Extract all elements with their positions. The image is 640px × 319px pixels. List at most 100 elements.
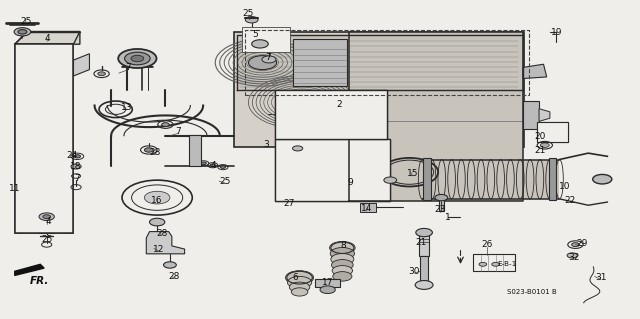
Circle shape (479, 263, 486, 266)
Circle shape (384, 177, 397, 183)
Text: 12: 12 (153, 245, 164, 254)
Text: 28: 28 (156, 229, 167, 238)
Text: 24: 24 (67, 151, 78, 160)
Bar (360, 203, 376, 212)
Text: 4: 4 (46, 217, 51, 226)
Bar (419, 235, 429, 256)
Text: 2: 2 (337, 100, 342, 109)
Text: 15: 15 (407, 169, 419, 178)
Text: 21: 21 (415, 238, 427, 247)
Text: 25: 25 (20, 17, 32, 26)
Circle shape (14, 28, 31, 36)
Circle shape (572, 243, 579, 247)
Circle shape (289, 282, 310, 292)
Polygon shape (523, 64, 547, 78)
Bar (275, 139, 390, 201)
Text: 8: 8 (340, 241, 346, 250)
Text: 30: 30 (409, 267, 420, 276)
Circle shape (145, 148, 154, 152)
Bar (537, 122, 568, 142)
Bar (189, 135, 200, 167)
Bar (473, 254, 515, 271)
Text: 21: 21 (534, 146, 546, 155)
Circle shape (164, 262, 176, 268)
Circle shape (248, 56, 276, 70)
Circle shape (330, 241, 355, 254)
Text: 9: 9 (348, 178, 353, 187)
Circle shape (333, 271, 352, 281)
Polygon shape (74, 54, 90, 76)
Polygon shape (349, 33, 523, 201)
Bar (275, 90, 387, 139)
Circle shape (332, 260, 353, 270)
Text: 25: 25 (41, 235, 52, 244)
Circle shape (201, 162, 206, 165)
Text: S023-B0101 B: S023-B0101 B (507, 289, 557, 295)
Circle shape (567, 253, 577, 258)
Circle shape (74, 155, 81, 158)
Bar (537, 122, 568, 142)
Circle shape (220, 166, 225, 168)
Bar (15, 44, 74, 233)
Circle shape (285, 271, 314, 285)
Circle shape (435, 195, 448, 201)
Circle shape (332, 266, 353, 276)
Text: 28: 28 (169, 272, 180, 281)
Bar (548, 158, 556, 200)
Circle shape (162, 123, 170, 126)
Circle shape (252, 40, 268, 48)
Bar (293, 39, 348, 86)
Text: 28: 28 (150, 148, 161, 157)
Text: 7: 7 (125, 63, 131, 72)
Circle shape (118, 49, 157, 68)
Text: 5: 5 (253, 30, 259, 39)
Text: 11: 11 (9, 184, 20, 193)
Circle shape (125, 52, 150, 65)
Bar (439, 199, 444, 211)
Circle shape (331, 254, 354, 265)
Circle shape (284, 93, 320, 111)
Circle shape (416, 228, 433, 237)
Text: 32: 32 (568, 253, 579, 262)
Circle shape (18, 30, 27, 34)
Bar (422, 160, 559, 199)
Text: 31: 31 (595, 273, 607, 282)
Text: 14: 14 (361, 204, 372, 213)
Circle shape (292, 146, 303, 151)
Polygon shape (237, 35, 518, 90)
Polygon shape (122, 64, 153, 67)
Bar (315, 279, 340, 287)
Bar (523, 101, 539, 129)
Text: E-B-1: E-B-1 (497, 261, 516, 267)
Text: 7: 7 (74, 174, 80, 183)
Text: 13: 13 (122, 103, 133, 112)
Circle shape (291, 288, 308, 296)
Circle shape (262, 56, 276, 63)
Polygon shape (15, 32, 80, 44)
Text: 20: 20 (534, 132, 546, 141)
Polygon shape (234, 33, 524, 147)
Text: 7: 7 (175, 127, 181, 136)
Text: 6: 6 (293, 272, 299, 281)
Circle shape (540, 143, 549, 147)
Circle shape (415, 280, 433, 289)
Text: 22: 22 (564, 196, 576, 205)
Text: 29: 29 (576, 239, 588, 248)
Circle shape (71, 164, 81, 169)
Circle shape (145, 191, 170, 204)
Circle shape (492, 263, 499, 266)
Text: 10: 10 (559, 182, 570, 191)
Text: 16: 16 (152, 196, 163, 205)
Circle shape (210, 164, 215, 167)
Text: 18: 18 (70, 162, 82, 171)
Text: 19: 19 (550, 28, 562, 37)
Polygon shape (15, 264, 44, 275)
Circle shape (287, 276, 312, 288)
Circle shape (131, 55, 144, 62)
Circle shape (593, 174, 612, 184)
Text: 4: 4 (45, 34, 50, 43)
Circle shape (43, 215, 51, 219)
Text: 25: 25 (243, 9, 254, 18)
Bar (420, 256, 428, 282)
Text: FR.: FR. (29, 276, 49, 286)
